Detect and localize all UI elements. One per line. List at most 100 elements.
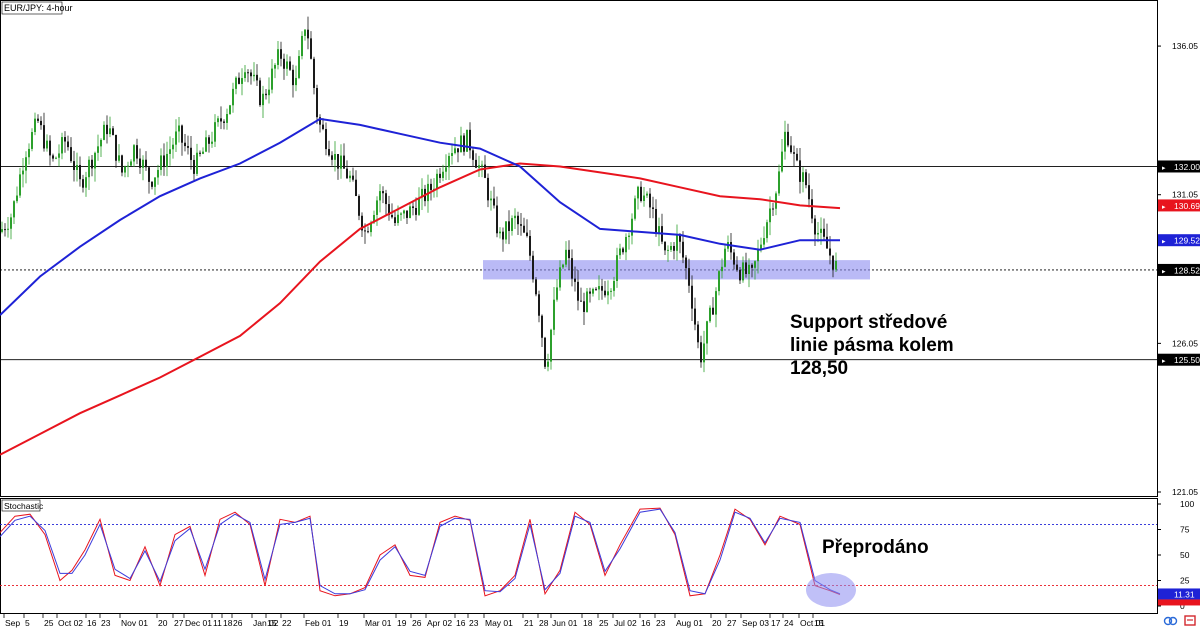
candle-body	[823, 228, 825, 237]
candle-body	[445, 167, 447, 172]
candle-body	[127, 165, 129, 167]
candle-body	[664, 241, 666, 251]
candle-body	[691, 285, 693, 309]
candle-body	[652, 207, 654, 210]
x-tick-label: Oct 01	[800, 618, 825, 628]
candle-body	[409, 206, 411, 218]
main-panel-frame	[0, 0, 1158, 497]
support-zone	[483, 260, 870, 280]
candle-body	[613, 280, 615, 291]
candle-body	[37, 118, 39, 121]
price-label-text: 128.52	[1174, 265, 1200, 275]
candle-body	[448, 155, 450, 168]
candle-body	[307, 29, 309, 39]
candle-body	[157, 169, 159, 178]
candle-body	[769, 208, 771, 223]
candle-body	[706, 321, 708, 344]
candle-body	[244, 72, 246, 79]
candle-body	[805, 172, 807, 186]
candle-body	[760, 244, 762, 250]
candle-body	[568, 249, 570, 259]
candle-body	[109, 128, 111, 135]
stoch-tick-label: 50	[1180, 550, 1190, 560]
candle-body	[421, 188, 423, 198]
candle-body	[535, 279, 537, 295]
stoch-title: Stochastic	[4, 501, 44, 511]
candle-body	[697, 324, 699, 343]
candle-body	[628, 235, 630, 237]
stoch-tick-label: 0	[1180, 601, 1185, 611]
candle-body	[397, 214, 399, 224]
candle-body	[73, 161, 75, 170]
price-label-text: 130.69	[1174, 201, 1200, 211]
candle-body	[403, 210, 405, 214]
candle-body	[142, 159, 144, 168]
candle-body	[379, 191, 381, 201]
candle-body	[469, 129, 471, 151]
candle-body	[637, 186, 639, 199]
candle-body	[583, 301, 585, 312]
candle-body	[763, 238, 765, 245]
candle-body	[163, 155, 165, 168]
screenshot-icon[interactable]	[1184, 615, 1196, 626]
candle-body	[25, 157, 27, 171]
candle-body	[496, 205, 498, 234]
candle-body	[388, 204, 390, 215]
x-tick-label: 18	[583, 618, 593, 628]
candle-body	[187, 146, 189, 148]
candle-body	[352, 175, 354, 180]
candle-body	[52, 155, 54, 159]
candle-body	[247, 72, 249, 74]
candle-body	[574, 278, 576, 282]
candle-body	[472, 150, 474, 160]
price-label-marker: ▸	[1162, 204, 1166, 211]
candle-body	[370, 222, 372, 233]
candle-body	[712, 307, 714, 315]
candle-body	[124, 166, 126, 173]
candle-body	[451, 153, 453, 156]
candle-body	[688, 268, 690, 286]
candle-body	[82, 179, 84, 188]
candle-body	[265, 93, 267, 96]
candle-body	[643, 195, 645, 201]
x-tick-label: 17	[771, 618, 781, 628]
candle-body	[592, 288, 594, 294]
candle-body	[685, 257, 687, 269]
candle-body	[766, 222, 768, 239]
candle-body	[58, 153, 60, 158]
support-annotation: Support středové linie pásma kolem 128,5…	[790, 312, 954, 379]
link-icon[interactable]	[1163, 616, 1178, 626]
candle-body	[274, 64, 276, 69]
candle-body	[118, 155, 120, 161]
candle-body	[745, 262, 747, 275]
x-tick-label: 19	[339, 618, 349, 628]
candle-body	[343, 155, 345, 169]
y-tick-label: 136.05	[1172, 41, 1198, 51]
candle-body	[319, 117, 321, 125]
candle-body	[655, 209, 657, 234]
candle-body	[610, 290, 612, 292]
candle-body	[493, 198, 495, 206]
candle-body	[736, 264, 738, 270]
candle-body	[502, 231, 504, 240]
x-tick-label: 16	[456, 618, 466, 628]
candle-body	[772, 208, 774, 210]
x-tick-label: 11	[213, 618, 222, 628]
stoch-current-box	[1158, 588, 1200, 600]
x-tick-label: 21	[524, 618, 534, 628]
price-label-marker: ▸	[1162, 358, 1166, 365]
candle-body	[85, 177, 87, 188]
candle-body	[13, 201, 15, 218]
candle-body	[238, 77, 240, 84]
candle-body	[202, 151, 204, 154]
candle-body	[316, 87, 318, 118]
candle-body	[754, 261, 756, 268]
x-tick-label: 25	[44, 618, 54, 628]
candle-body	[616, 255, 618, 281]
candle-body	[205, 137, 207, 152]
candle-body	[418, 197, 420, 215]
candle-body	[10, 217, 12, 229]
candle-body	[295, 77, 297, 86]
price-label-text: 129.52	[1174, 236, 1200, 246]
